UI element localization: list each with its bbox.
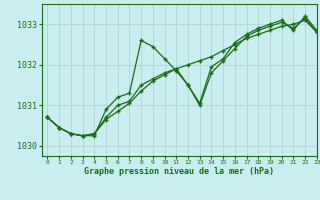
X-axis label: Graphe pression niveau de la mer (hPa): Graphe pression niveau de la mer (hPa) [84,167,274,176]
